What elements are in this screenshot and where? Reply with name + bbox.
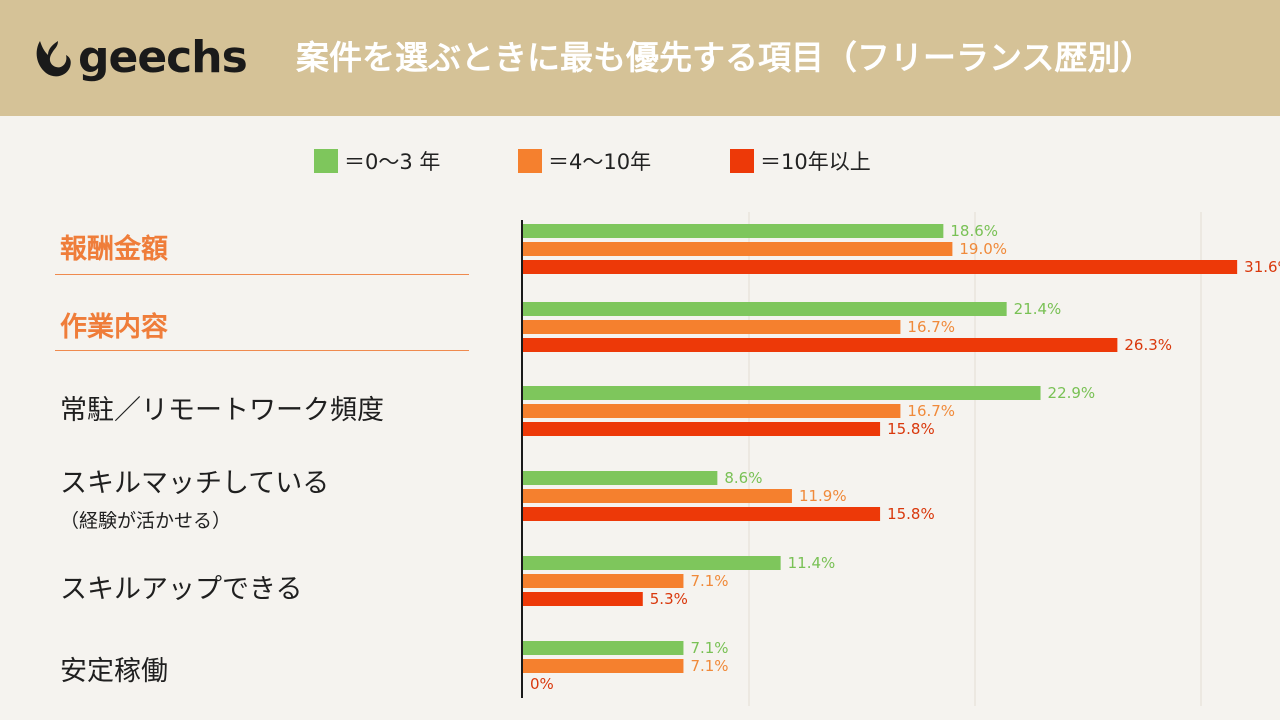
header-bar: geechs 案件を選ぶときに最も優先する項目（フリーランス歴別） [0,0,1280,116]
bar [523,556,781,570]
category-underline [55,350,469,351]
bar-value-label: 15.8% [887,420,935,438]
category-label-skill-up: スキルアップできる [60,574,303,605]
bar-value-label: 18.6% [950,222,998,240]
bar-value-label: 11.4% [788,554,836,572]
bar-value-label: 11.9% [799,487,847,505]
bar-value-label: 7.1% [690,639,728,657]
bar [523,641,684,655]
bar [523,507,881,521]
legend-item-0-3: ＝0〜3 年 [314,146,440,176]
brand-logo: geechs [32,28,248,88]
bar-value-label: 0% [530,675,554,693]
bar-value-label: 26.3% [1124,336,1172,354]
category-label-work-content: 作業内容 [60,312,168,343]
bar [523,224,944,238]
chart-legend: ＝0〜3 年 ＝4〜10年 ＝10年以上 [0,146,1280,176]
legend-label: ＝0〜3 年 [344,150,441,174]
bar [523,260,1238,274]
legend-swatch-red [730,149,754,173]
bar [523,338,1118,352]
bar [523,574,684,588]
bar [523,659,684,673]
legend-item-10-plus: ＝10年以上 [730,146,871,176]
bar [523,471,718,485]
bar [523,489,792,503]
category-label-reward: 報酬金額 [60,234,168,265]
bar-value-label: 16.7% [907,402,955,420]
bar-value-label: 7.1% [690,572,728,590]
bar-value-label: 31.6% [1244,258,1280,276]
brand-name: geechs [78,32,248,83]
bar-value-label: 8.6% [724,469,762,487]
bar [523,320,901,334]
category-underline [55,274,469,275]
bar-value-label: 16.7% [907,318,955,336]
bar [523,386,1041,400]
legend-item-4-10: ＝4〜10年 [518,146,651,176]
bar-value-label: 7.1% [690,657,728,675]
legend-label: ＝10年以上 [760,150,871,174]
bar-value-label: 5.3% [650,590,688,608]
flame-logo-icon [36,41,71,77]
legend-swatch-green [314,149,338,173]
category-label-skill-match: スキルマッチしている [60,468,330,499]
bar [523,242,953,256]
bar [523,422,881,436]
legend-label: ＝4〜10年 [548,150,652,174]
page-title: 案件を選ぶときに最も優先する項目（フリーランス歴別） [296,38,1154,77]
bar [523,302,1007,316]
category-label-remote-frequency: 常駐／リモートワーク頻度 [60,395,384,426]
legend-swatch-orange [518,149,542,173]
bar-value-label: 19.0% [959,240,1007,258]
category-label-stable-work: 安定稼働 [60,656,168,687]
bar [523,592,643,606]
bar [523,404,901,418]
bar-value-label: 15.8% [887,505,935,523]
bar-value-label: 22.9% [1048,384,1096,402]
bar-value-label: 21.4% [1014,300,1062,318]
category-sublabel-skill-match: （経験が活かせる） [60,510,232,532]
